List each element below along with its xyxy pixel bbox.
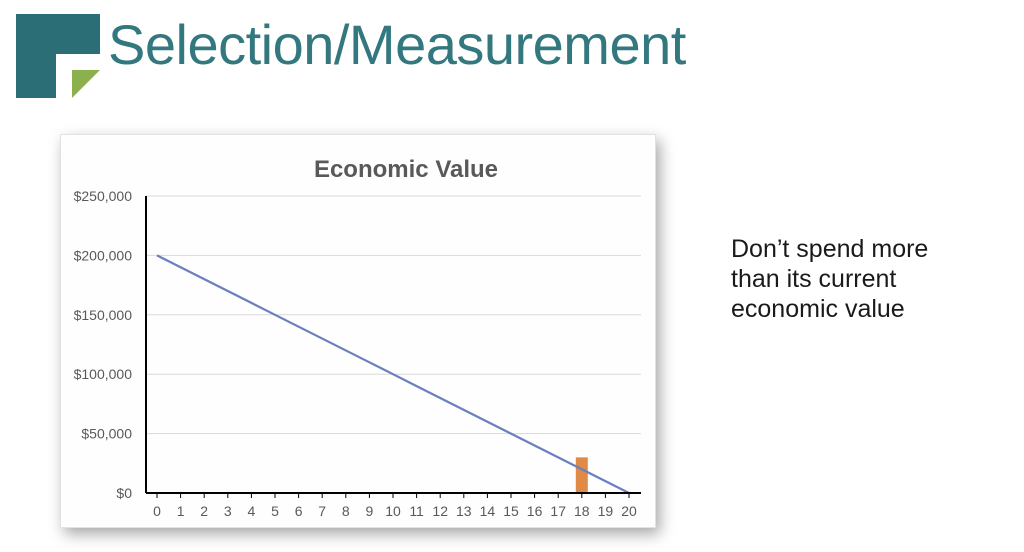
x-tick-label: 8 <box>342 503 350 519</box>
side-note-line: economic value <box>731 295 905 323</box>
x-tick-label: 17 <box>550 503 566 519</box>
x-tick-label: 2 <box>200 503 208 519</box>
bar-x18 <box>575 457 588 493</box>
logo-teal-shape <box>16 14 100 98</box>
chart-title: Economic Value <box>314 156 498 183</box>
y-tick-label: $200,000 <box>74 247 133 263</box>
line-series <box>156 254 630 494</box>
side-note: Don’t spend more than its current econom… <box>731 234 1001 324</box>
y-tick-label: $100,000 <box>74 366 133 382</box>
x-tick-label: 7 <box>318 503 326 519</box>
logo-green-triangle <box>72 70 100 98</box>
y-tick-label: $150,000 <box>74 307 133 323</box>
x-axis-ticks: 0 1 2 3 4 5 6 7 8 9 10 11 12 13 14 15 16 17 18 19 20 <box>153 493 637 519</box>
x-tick-label: 18 <box>574 503 590 519</box>
side-note-line: than its current <box>731 265 897 293</box>
grid-lines <box>146 195 641 435</box>
economic-value-chart: Economic Value $0 $50,000 $100,000 $150,000… <box>74 156 641 519</box>
x-tick-label: 9 <box>366 503 374 519</box>
x-tick-label: 10 <box>385 503 401 519</box>
x-tick-label: 5 <box>271 503 279 519</box>
x-tick-label: 1 <box>177 503 185 519</box>
x-tick-label: 3 <box>224 503 232 519</box>
bar-series <box>575 457 588 493</box>
x-tick-label: 13 <box>456 503 472 519</box>
y-axis-ticks: $0 $50,000 $100,000 $150,000 $200,000 $250,00… <box>74 188 133 501</box>
x-tick-label: 15 <box>503 503 519 519</box>
slide-title: Selection/Measurement <box>108 13 686 76</box>
x-tick-label: 11 <box>409 503 424 519</box>
y-tick-label: $50,000 <box>81 426 132 442</box>
chart-card: Economic Value $0 $50,000 $100,000 $150,000… <box>60 134 656 528</box>
x-tick-label: 16 <box>527 503 543 519</box>
x-tick-label: 14 <box>480 503 496 519</box>
company-logo <box>16 14 100 98</box>
x-tick-label: 4 <box>248 503 256 519</box>
x-tick-label: 0 <box>153 503 161 519</box>
x-tick-label: 20 <box>621 503 637 519</box>
y-tick-label: $250,000 <box>74 188 133 204</box>
side-note-line: Don’t spend more <box>731 235 929 263</box>
x-tick-label: 19 <box>598 503 614 519</box>
x-tick-label: 12 <box>432 503 448 519</box>
economic-value-line <box>156 254 630 494</box>
x-tick-label: 6 <box>295 503 303 519</box>
y-tick-label: $0 <box>116 485 132 501</box>
